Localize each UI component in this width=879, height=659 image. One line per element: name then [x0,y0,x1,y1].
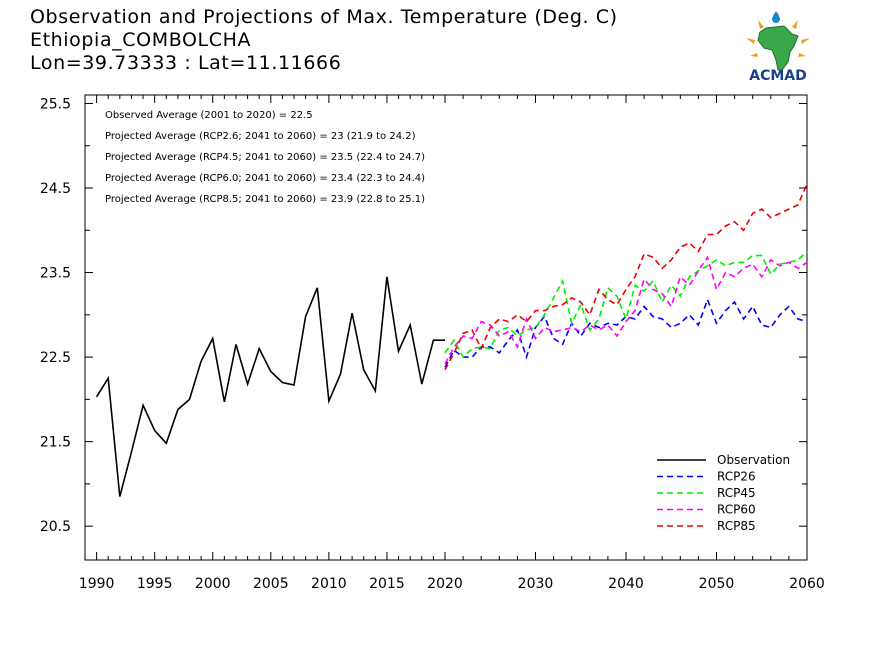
y-tick-label: 20.5 [40,519,71,535]
legend-label-rcp85: RCP85 [717,519,756,533]
x-tick-label: 2005 [253,576,289,592]
logo-text: ACMAD [749,68,807,84]
series-line-rcp85 [444,183,808,371]
x-tick-label: 1995 [137,576,173,592]
plot-frame [84,94,808,561]
series-line-rcp26 [444,297,808,368]
annotation-observed: Observed Average (2001 to 2020) = 22.5 [105,110,313,121]
x-tick-label: 2000 [195,576,231,592]
chart-title: Observation and Projections of Max. Temp… [30,6,618,75]
x-tick-label: 2060 [789,576,825,592]
series-line-rcp45 [444,250,808,359]
x-tick-label: 2050 [699,576,735,592]
africa-map-logo: ACMAD [746,11,810,84]
annotation-rcp45: Projected Average (RCP4.5; 2041 to 2060)… [105,152,425,163]
x-tick-label: 2020 [427,576,463,592]
legend-label-rcp45: RCP45 [717,486,756,500]
x-tick-label: 2015 [369,576,405,592]
legend-label-rcp26: RCP26 [717,470,756,484]
series-line-observation [95,276,445,497]
x-tick-label: 2010 [311,576,347,592]
annotation-rcp85: Projected Average (RCP8.5; 2041 to 2060)… [105,194,425,205]
annotation-rcp60: Projected Average (RCP6.0; 2041 to 2060)… [105,173,425,184]
legend-label-rcp60: RCP60 [717,503,756,517]
africa-shape [757,25,799,71]
legend: Observation RCP26 RCP45 RCP60 RCP85 [657,453,790,533]
title-line-3: Lon=39.73333 : Lat=11.11666 [30,52,342,74]
y-tick-label: 24.5 [40,181,71,197]
y-tick-label: 23.5 [40,266,71,282]
y-tick-label: 22.5 [40,350,71,366]
water-drop-icon [772,11,780,23]
series-line-rcp60 [444,255,808,365]
y-tick-label: 25.5 [40,96,71,112]
title-line-2: Ethiopia_COMBOLCHA [30,29,252,51]
y-tick-label: 21.5 [40,435,71,451]
annotation-block: Observed Average (2001 to 2020) = 22.5 P… [105,110,425,205]
title-line-1: Observation and Projections of Max. Temp… [30,6,618,28]
annotation-rcp26: Projected Average (RCP2.6; 2041 to 2060)… [105,131,416,142]
x-tick-label: 2040 [608,576,644,592]
legend-label-observation: Observation [717,453,790,467]
x-tick-label: 1990 [79,576,115,592]
x-tick-label: 2030 [518,576,554,592]
